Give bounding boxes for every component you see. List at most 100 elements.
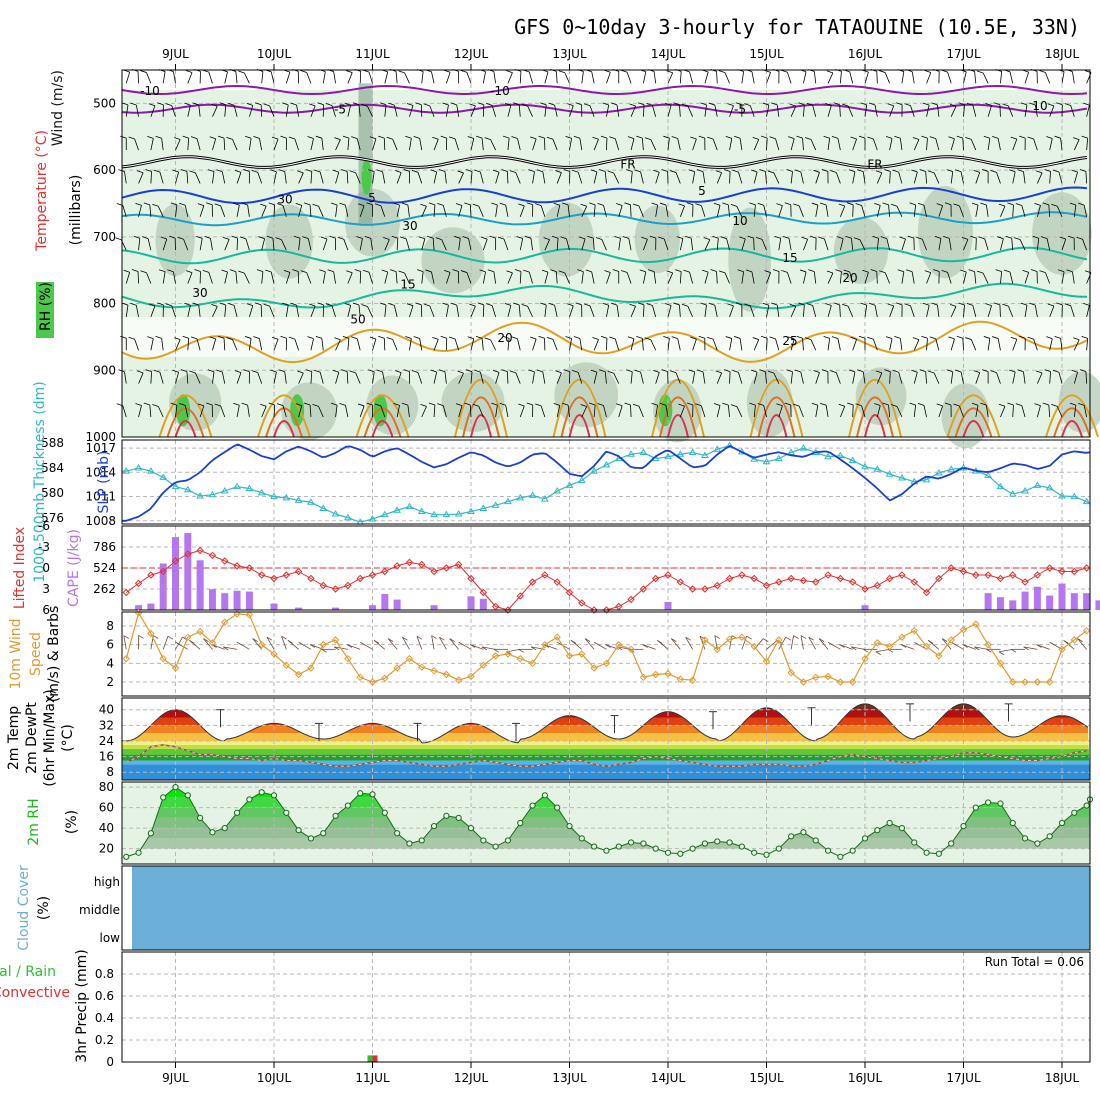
rh-shading-mid bbox=[554, 362, 619, 428]
wind-barb-shaft bbox=[233, 105, 238, 117]
wind-barb-flag bbox=[411, 169, 419, 173]
wind-barb-flag bbox=[329, 235, 336, 239]
wind-barb-flag bbox=[842, 103, 849, 107]
thickness-point bbox=[245, 484, 254, 492]
rh-point bbox=[578, 835, 585, 842]
wind-barb-shaft bbox=[433, 139, 439, 151]
date-tick-label: 12JUL bbox=[454, 47, 489, 61]
wind-barb-shaft bbox=[482, 271, 486, 284]
wind-barb-flag bbox=[916, 236, 923, 240]
wind-barb-flag bbox=[696, 169, 704, 173]
wind-barb-shaft bbox=[384, 71, 389, 84]
wind-barb-shaft bbox=[803, 71, 807, 84]
wind-barb-shaft bbox=[310, 338, 314, 351]
wind-barb-flag bbox=[960, 269, 967, 273]
wind-barb-flag bbox=[992, 336, 999, 339]
slp-thickness-frame bbox=[121, 439, 1091, 525]
wind-barb-flag bbox=[786, 169, 793, 172]
wind-barb-shaft bbox=[876, 271, 878, 284]
lifted-index-point bbox=[1070, 567, 1079, 576]
wind-barb-flag bbox=[293, 235, 301, 239]
wind-barb-shaft bbox=[367, 106, 373, 117]
lifted-index-point bbox=[331, 585, 340, 593]
wind-speed-point bbox=[541, 640, 549, 649]
wind-speed-point bbox=[307, 664, 315, 672]
wind-barb-shaft bbox=[1023, 646, 1038, 650]
wind-barb-shaft bbox=[138, 205, 142, 217]
thickness-point bbox=[171, 482, 180, 490]
lifted-index-point bbox=[467, 574, 475, 583]
wind-barb-flag bbox=[352, 302, 360, 306]
wind-barb-shaft bbox=[431, 271, 435, 284]
wind-barb-shaft bbox=[482, 71, 486, 84]
wind-barb-shaft bbox=[405, 238, 410, 251]
wind-barb-shaft bbox=[727, 405, 730, 418]
wind-barb-flag bbox=[727, 103, 734, 107]
wind-barb-shaft bbox=[655, 172, 660, 184]
wind-barb-flag bbox=[616, 203, 623, 206]
wind-barb-flag bbox=[685, 235, 692, 239]
wind-barb-shaft bbox=[527, 306, 533, 318]
wind-barb-shaft bbox=[236, 172, 242, 184]
wind-barb-flag bbox=[720, 236, 727, 240]
wind-barb-flag bbox=[415, 102, 422, 106]
wind-barb-shaft bbox=[1024, 104, 1028, 117]
wind-barb-flag bbox=[998, 203, 1006, 207]
wind-barb-flag bbox=[388, 302, 395, 306]
cape-bar bbox=[270, 603, 278, 610]
wind-barb-flag bbox=[518, 648, 524, 653]
wind-barb-flag bbox=[789, 303, 796, 307]
wind-barb-shaft bbox=[532, 371, 535, 384]
wind-barb-shaft bbox=[1086, 138, 1089, 151]
wind-barb-flag bbox=[207, 369, 215, 373]
wind-barb-flag bbox=[879, 270, 886, 274]
wind-barb-flag bbox=[501, 169, 508, 172]
wind-barb-flag bbox=[246, 303, 253, 306]
wind-barb-flag bbox=[776, 403, 783, 407]
wind-barb-shaft bbox=[825, 204, 829, 217]
wind-barb-flag bbox=[123, 269, 130, 273]
warm-contour-loop bbox=[371, 420, 394, 438]
wind-barb-flag bbox=[573, 336, 581, 339]
wind-barb-shaft bbox=[569, 105, 574, 117]
temperature-contour bbox=[121, 246, 1088, 265]
date-tick-label: 18JUL bbox=[1045, 1071, 1080, 1085]
wind-barb-flag bbox=[389, 269, 397, 272]
wind-barb-shaft bbox=[996, 372, 1001, 384]
wind-barb-shaft bbox=[186, 171, 189, 184]
wind-barb-shaft bbox=[458, 172, 464, 184]
wind-barb-flag bbox=[1035, 370, 1043, 374]
wind-barb-shaft bbox=[901, 271, 905, 284]
rh-point bbox=[369, 791, 376, 798]
wind-barb-shaft bbox=[441, 239, 447, 251]
wind-barb-shaft bbox=[589, 105, 595, 117]
lifted-tick-label: 3 bbox=[42, 582, 50, 596]
wind-barb-flag bbox=[874, 403, 881, 406]
wind-barb-shaft bbox=[1061, 271, 1065, 284]
lifted-tick-label: -6 bbox=[38, 519, 50, 533]
wind-barb-flag bbox=[784, 202, 791, 206]
thickness-point bbox=[824, 452, 832, 460]
wind-barb-flag bbox=[890, 203, 898, 207]
rh-axis-label: (%) bbox=[64, 810, 80, 834]
slp-tick-label: 1008 bbox=[85, 514, 116, 528]
wind-barb-flag bbox=[158, 269, 166, 273]
wind-barb-flag bbox=[804, 137, 812, 140]
wind-barb-flag bbox=[472, 203, 479, 207]
wind-barb-shaft bbox=[899, 338, 903, 351]
wind-barb-flag bbox=[366, 202, 373, 206]
wind-barb-shaft bbox=[577, 172, 583, 184]
lifted-index-point bbox=[418, 560, 426, 569]
temperature-contour bbox=[121, 186, 1088, 205]
contour-label: 20 bbox=[497, 331, 512, 345]
wind-barb-shaft bbox=[618, 238, 621, 251]
wind-barb-shaft bbox=[606, 272, 611, 284]
wind-barb-shaft bbox=[911, 271, 915, 284]
wind-barb-flag bbox=[629, 303, 636, 307]
wind-barb-shaft bbox=[310, 371, 313, 384]
wind-barb-shaft bbox=[840, 406, 846, 418]
wind-barb-flag bbox=[172, 169, 179, 173]
wind-barb-shaft bbox=[802, 138, 804, 151]
date-tick-label: 18JUL bbox=[1045, 47, 1080, 61]
wind-barb-flag bbox=[516, 236, 523, 239]
